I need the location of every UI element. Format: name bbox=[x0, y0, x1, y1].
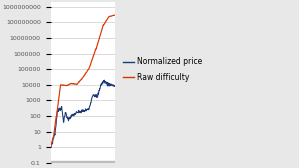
Normalized price bbox=[49, 145, 52, 147]
Normalized price bbox=[103, 79, 106, 81]
Raw difficulty bbox=[83, 74, 87, 76]
Line: Normalized price: Normalized price bbox=[51, 80, 115, 147]
Normalized price bbox=[68, 118, 71, 120]
Raw difficulty bbox=[113, 14, 117, 16]
Raw difficulty bbox=[66, 84, 70, 86]
Normalized price bbox=[113, 85, 117, 87]
Raw difficulty bbox=[68, 83, 71, 85]
Line: Raw difficulty: Raw difficulty bbox=[51, 15, 115, 147]
Raw difficulty bbox=[106, 17, 110, 19]
Normalized price bbox=[49, 146, 53, 148]
Normalized price bbox=[67, 120, 70, 122]
Normalized price bbox=[106, 85, 109, 87]
Bar bbox=[51, 161, 115, 163]
Raw difficulty bbox=[105, 19, 109, 21]
Raw difficulty bbox=[113, 14, 116, 16]
Normalized price bbox=[104, 81, 107, 83]
Legend: Normalized price, Raw difficulty: Normalized price, Raw difficulty bbox=[120, 54, 205, 85]
Raw difficulty bbox=[49, 146, 52, 148]
Raw difficulty bbox=[103, 22, 107, 24]
Normalized price bbox=[83, 110, 87, 112]
Normalized price bbox=[107, 83, 111, 85]
